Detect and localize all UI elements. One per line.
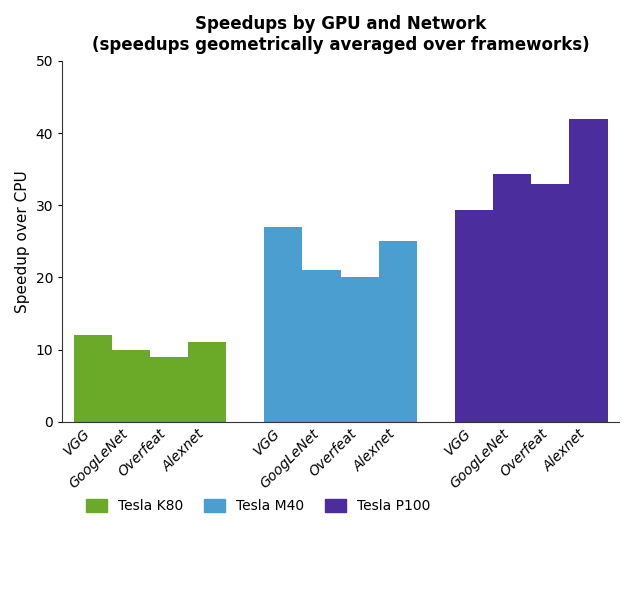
Bar [493,174,531,422]
Bar [150,357,188,422]
Bar [302,270,340,422]
Bar [264,227,302,422]
Bar [112,350,150,422]
Bar [188,343,226,422]
Bar [569,119,607,422]
Bar [531,184,569,422]
Bar [378,241,417,422]
Title: Speedups by GPU and Network
(speedups geometrically averaged over frameworks): Speedups by GPU and Network (speedups ge… [92,15,590,54]
Bar [74,335,112,422]
Bar [455,211,493,422]
Bar [340,277,378,422]
Legend: Tesla K80, Tesla M40, Tesla P100: Tesla K80, Tesla M40, Tesla P100 [81,494,436,519]
Y-axis label: Speedup over CPU: Speedup over CPU [15,170,30,313]
